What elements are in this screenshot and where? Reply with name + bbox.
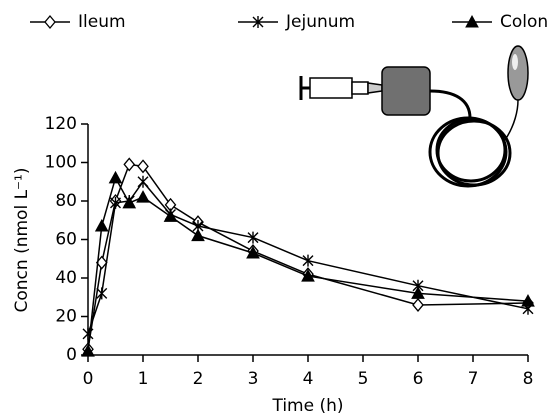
y-axis-label: Concn (nmol L⁻¹) xyxy=(12,168,32,313)
marker xyxy=(411,286,425,299)
y-tick-label: 60 xyxy=(55,230,77,250)
marker xyxy=(123,157,136,172)
marker xyxy=(96,287,108,300)
marker xyxy=(136,190,150,203)
marker xyxy=(252,16,264,28)
device-illustration xyxy=(299,45,529,188)
marker xyxy=(412,297,424,312)
x-tick-label: 6 xyxy=(413,369,424,389)
marker xyxy=(110,196,121,209)
marker xyxy=(81,344,95,357)
y-tick-label: 20 xyxy=(55,307,77,327)
marker xyxy=(122,195,137,209)
x-tick-label: 3 xyxy=(248,369,259,389)
x-tick-label: 8 xyxy=(523,369,534,389)
x-tick-label: 5 xyxy=(358,369,369,389)
marker xyxy=(301,269,315,282)
y-tick-label: 80 xyxy=(55,191,77,211)
x-tick-label: 7 xyxy=(468,369,479,389)
legend-label: Ileum xyxy=(78,12,126,32)
marker xyxy=(137,175,149,188)
x-tick-label: 1 xyxy=(138,369,149,389)
marker xyxy=(163,209,178,222)
marker xyxy=(246,245,260,259)
marker xyxy=(521,294,535,307)
marker xyxy=(44,14,56,30)
y-tick-label: 0 xyxy=(66,345,77,365)
x-tick-label: 0 xyxy=(83,369,94,389)
y-tick-label: 40 xyxy=(55,268,77,288)
marker xyxy=(82,327,94,340)
marker xyxy=(302,254,314,267)
legend-label: Jejunum xyxy=(285,12,355,32)
marker xyxy=(465,14,479,28)
x-tick-label: 4 xyxy=(303,369,314,389)
x-axis-label: Time (h) xyxy=(271,396,343,416)
y-tick-label: 120 xyxy=(45,114,77,134)
marker xyxy=(94,218,109,232)
marker xyxy=(137,159,149,174)
x-tick-label: 2 xyxy=(193,369,204,389)
y-tick-label: 100 xyxy=(45,153,77,173)
marker xyxy=(108,170,123,184)
marker xyxy=(191,228,205,242)
marker xyxy=(247,231,259,244)
legend-label: Colon xyxy=(500,12,548,32)
